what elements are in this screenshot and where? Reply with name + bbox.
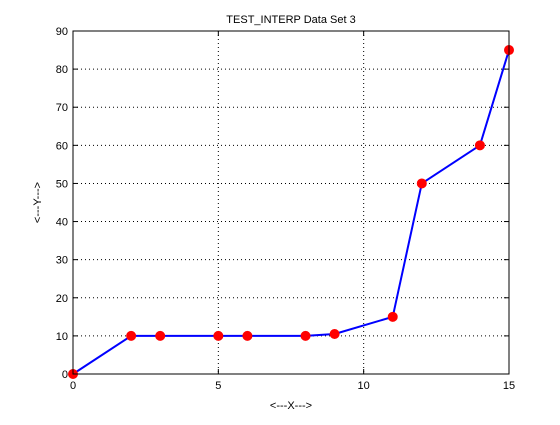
- data-point: [155, 330, 166, 341]
- data-point: [387, 311, 398, 322]
- x-tick-label: 5: [215, 380, 221, 392]
- y-tick-label: 90: [56, 26, 68, 38]
- x-tick-label: 15: [503, 380, 515, 392]
- y-tick-label: 0: [62, 369, 68, 381]
- plot-area: [73, 31, 509, 374]
- data-point: [242, 330, 253, 341]
- data-point: [300, 330, 311, 341]
- x-axis-label: <---X--->: [270, 400, 312, 412]
- series-layer: [68, 45, 514, 379]
- y-tick-label: 60: [56, 140, 68, 152]
- ticks: 0 5 10 15 0 10 20 30 40 50 60 70 80 90: [56, 26, 515, 392]
- data-point: [213, 330, 224, 341]
- x-tick-label: 10: [358, 380, 370, 392]
- data-point: [416, 178, 427, 189]
- plot-frame: [72, 30, 510, 375]
- data-point: [329, 328, 340, 339]
- y-tick-label: 80: [56, 64, 68, 76]
- y-tick-label: 30: [56, 255, 68, 267]
- y-tick-label: 70: [56, 102, 68, 114]
- y-axis-label: <---Y--->: [32, 182, 44, 223]
- y-tick-label: 50: [56, 178, 68, 190]
- chart-title: TEST_INTERP Data Set 3: [226, 14, 355, 26]
- y-tick-label: 40: [56, 217, 68, 229]
- data-point: [126, 330, 137, 341]
- y-tick-label: 20: [56, 293, 68, 305]
- y-tick-label: 10: [56, 331, 68, 343]
- x-tick-label: 0: [70, 380, 76, 392]
- data-point: [474, 140, 485, 151]
